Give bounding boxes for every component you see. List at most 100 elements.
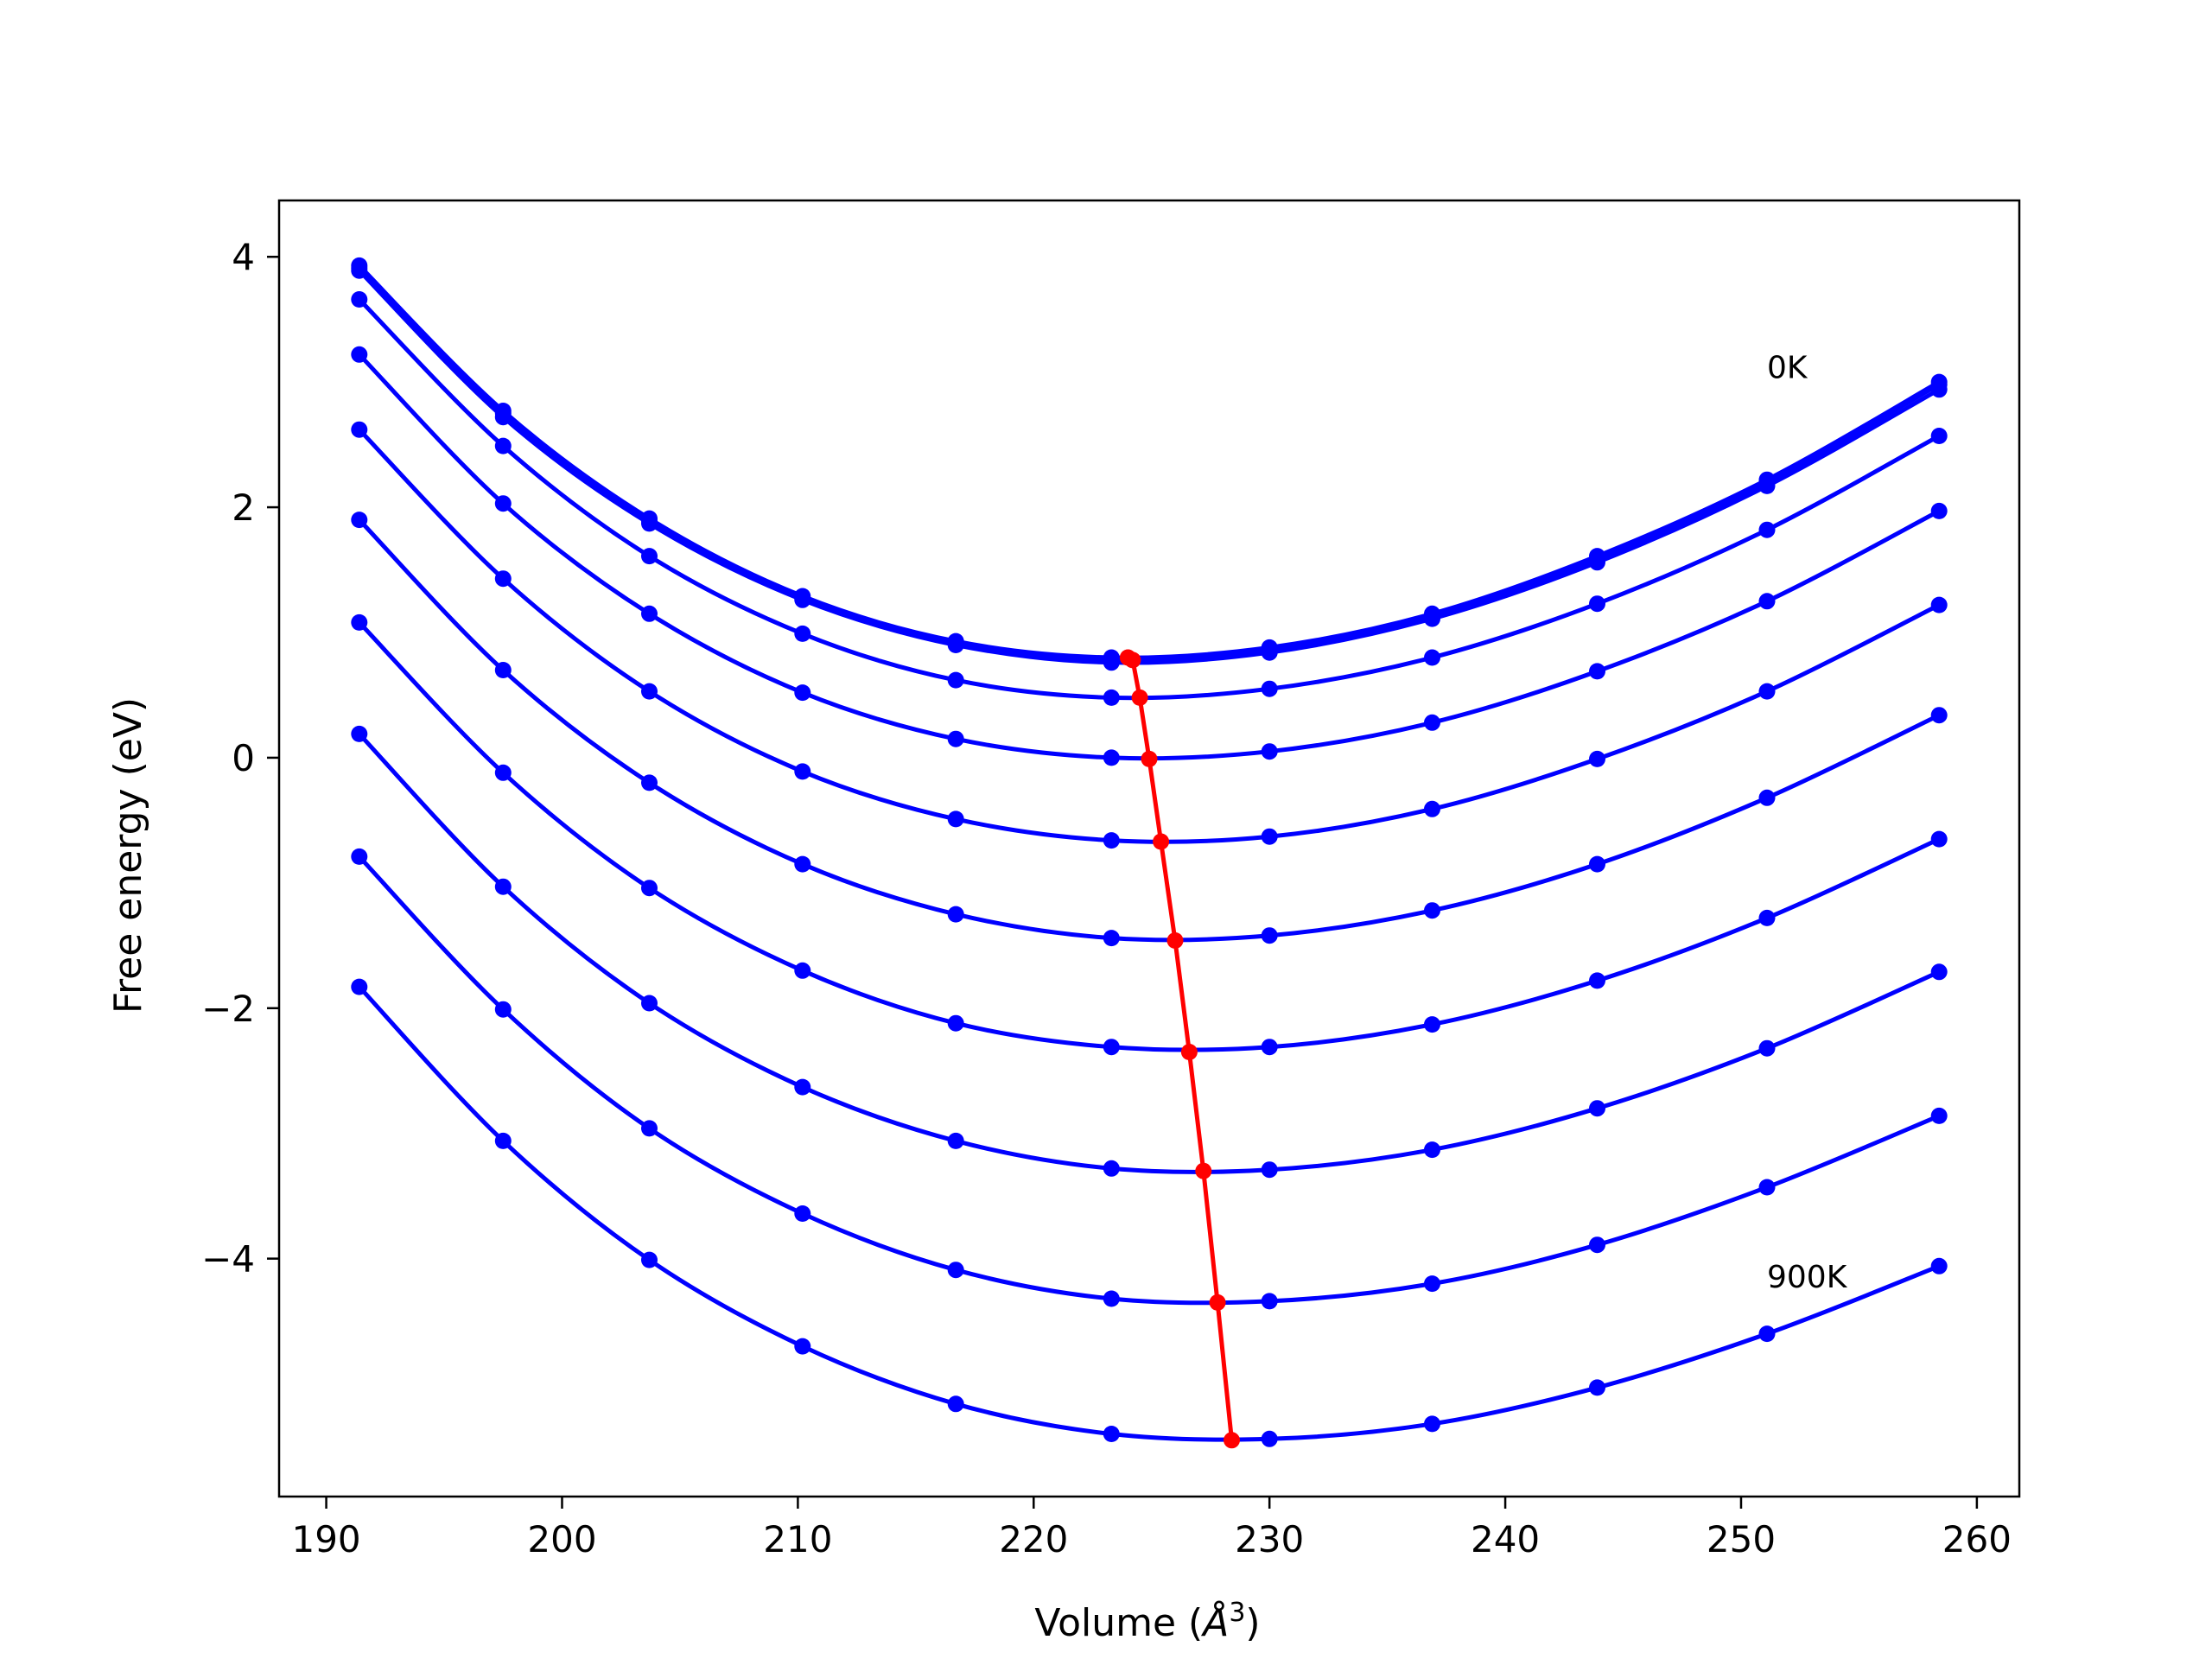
x-tick-label-1: 200 [527, 1518, 596, 1560]
series-10-point-10 [1930, 1257, 1948, 1274]
series-8-point-1 [494, 878, 512, 895]
series-10-point-0 [351, 978, 368, 995]
series-9-point-5 [1103, 1290, 1120, 1307]
series-8-point-10 [1930, 963, 1948, 981]
series-3-point-0 [351, 291, 368, 308]
y-tick-label-4: −4 [201, 1238, 255, 1281]
minima-point-6 [1180, 1044, 1198, 1060]
series-3-point-5 [1103, 689, 1120, 706]
series-2-point-7 [1424, 610, 1440, 627]
minima-point-9 [1224, 1432, 1240, 1449]
series-9-point-0 [351, 848, 368, 865]
series-3-point-4 [947, 671, 964, 689]
y-tick-label-3: −2 [201, 988, 255, 1030]
series-6-point-1 [494, 662, 512, 678]
series-2-point-1 [494, 409, 512, 426]
minima-point-5 [1166, 932, 1184, 949]
x-tick-label-6: 250 [1707, 1518, 1776, 1560]
minima-point-4 [1153, 833, 1170, 850]
series-5-point-9 [1758, 683, 1776, 700]
minima-point-3 [1141, 750, 1158, 767]
series-10-point-7 [1424, 1415, 1440, 1433]
x-tick-label-7: 260 [1942, 1518, 2012, 1560]
minima-line [1127, 655, 1234, 1441]
series-8-point-8 [1589, 1100, 1605, 1117]
series-5-point-5 [1103, 832, 1120, 849]
series-4-point-4 [947, 730, 964, 747]
series-3-point-8 [1589, 595, 1605, 613]
minima-point-2 [1131, 689, 1148, 706]
series-8-point-2 [641, 995, 658, 1012]
annotation-0: 0K [1767, 351, 1808, 386]
series-9-point-6 [1261, 1293, 1278, 1310]
series-2-point-0 [351, 262, 368, 279]
series-2-point-3 [794, 591, 811, 608]
series-5-point-10 [1930, 596, 1948, 613]
series-7-point-5 [1103, 1039, 1120, 1056]
series-6-point-6 [1261, 927, 1278, 944]
series-4-point-9 [1758, 593, 1776, 610]
series-8-point-3 [794, 1078, 811, 1096]
series-7-point-3 [794, 962, 811, 979]
plot-area: 0K 900K [351, 257, 1948, 1449]
series-6-point-7 [1424, 902, 1440, 919]
x-tick-label-3: 220 [999, 1518, 1068, 1560]
series-2-point-8 [1589, 554, 1605, 571]
series-3-point-7 [1424, 649, 1440, 666]
series-6-point-4 [947, 906, 964, 923]
series-7-point-1 [494, 764, 512, 781]
series-8-point-0 [351, 725, 368, 742]
series-10-point-2 [641, 1251, 658, 1268]
series-7-point-2 [641, 880, 658, 897]
series-5-point-2 [641, 683, 658, 700]
x-tick-label-0: 190 [291, 1518, 360, 1560]
minima-point-1 [1124, 652, 1141, 669]
series-6-point-0 [351, 512, 368, 529]
series-7-point-10 [1930, 830, 1948, 848]
series-2-point-9 [1758, 477, 1776, 494]
series-4-point-3 [794, 684, 811, 702]
series-4-point-1 [494, 495, 512, 512]
x-tick-label-5: 240 [1471, 1518, 1540, 1560]
series-8-point-9 [1758, 1039, 1776, 1057]
series-5-point-3 [794, 763, 811, 780]
series-3-point-3 [794, 625, 811, 642]
series-7-point-6 [1261, 1039, 1278, 1056]
series-10-point-5 [1103, 1426, 1120, 1442]
series-4-point-8 [1589, 663, 1605, 680]
series-5-point-4 [947, 810, 964, 828]
series-9-point-3 [794, 1205, 811, 1222]
series-9-point-9 [1758, 1179, 1776, 1196]
series-9-point-8 [1589, 1236, 1605, 1254]
series-3-point-1 [494, 437, 512, 454]
series-6-point-5 [1103, 930, 1120, 947]
minima-point-8 [1209, 1294, 1226, 1311]
series-4-point-10 [1930, 502, 1948, 519]
series-9-point-1 [494, 1001, 512, 1018]
series-4-point-5 [1103, 749, 1120, 766]
series-4-point-2 [641, 605, 658, 622]
x-tick-label-4: 230 [1235, 1518, 1304, 1560]
series-7-point-9 [1758, 909, 1776, 926]
series-9-point-2 [641, 1120, 658, 1137]
series-9-point-10 [1930, 1107, 1948, 1124]
series-5-point-6 [1261, 828, 1278, 845]
series-8-point-5 [1103, 1160, 1120, 1177]
series-7-point-4 [947, 1014, 964, 1032]
y-axis-label: Free energy (eV) [106, 697, 150, 1014]
series-8-point-4 [947, 1132, 964, 1149]
series-10-point-4 [947, 1395, 964, 1413]
series-3-point-10 [1930, 428, 1948, 444]
series-2-point-5 [1103, 654, 1120, 671]
x-tick-label-2: 210 [763, 1518, 832, 1560]
series-10-point-8 [1589, 1379, 1605, 1396]
series-10-point-6 [1261, 1430, 1278, 1447]
series-5-point-1 [494, 570, 512, 588]
series-10-point-1 [494, 1132, 512, 1149]
annotation-1: 900K [1767, 1260, 1848, 1295]
series-6-point-3 [794, 855, 811, 873]
series-3-point-9 [1758, 521, 1776, 538]
series-4-point-0 [351, 346, 368, 363]
